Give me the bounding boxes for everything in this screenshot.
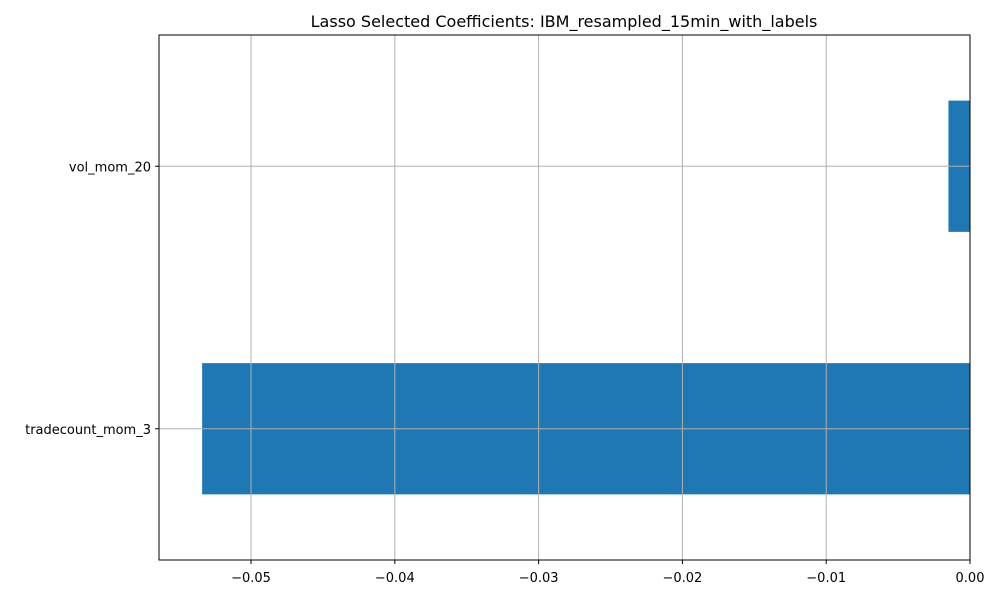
x-axis-ticks: −0.05 −0.04 −0.03 −0.02 −0.01 0.00 [231, 560, 984, 586]
bars [202, 100, 970, 495]
y-tick-label: vol_mom_20 [69, 160, 151, 175]
plot-frame [158, 34, 971, 561]
x-tick-label: 0.00 [956, 571, 985, 586]
y-axis-ticks: vol_mom_20 tradecount_mom_3 [25, 160, 159, 438]
y-tick-label: tradecount_mom_3 [25, 423, 151, 438]
x-tick-label: −0.01 [806, 571, 846, 586]
x-tick-label: −0.05 [231, 571, 271, 586]
x-tick-label: −0.04 [375, 571, 415, 586]
x-tick-label: −0.03 [519, 571, 559, 586]
x-tick-label: −0.02 [662, 571, 702, 586]
chart-title: Lasso Selected Coefficients: IBM_resampl… [311, 12, 818, 32]
